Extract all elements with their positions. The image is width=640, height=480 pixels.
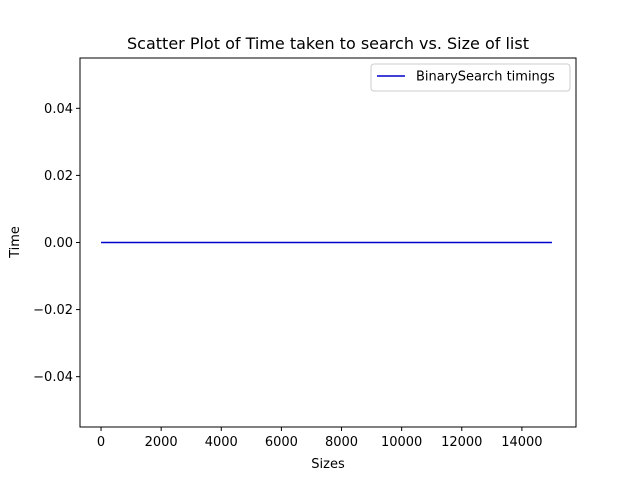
- x-tick-label: 2000: [145, 435, 178, 450]
- x-tick-label: 14000: [501, 435, 542, 450]
- y-tick-label: −0.04: [33, 370, 73, 385]
- y-axis-ticks: −0.04 −0.02 0.00 0.02 0.04: [33, 102, 80, 385]
- legend-box: [370, 63, 571, 92]
- x-axis-label: Sizes: [311, 457, 345, 472]
- legend: BinarySearch timings: [370, 63, 571, 92]
- y-tick-label: 0.02: [44, 169, 73, 184]
- x-tick-label: 12000: [441, 435, 482, 450]
- x-tick-label: 8000: [325, 435, 358, 450]
- x-tick-label: 6000: [265, 435, 298, 450]
- y-tick-label: 0.00: [44, 236, 73, 251]
- y-axis-label: Time: [8, 226, 23, 259]
- x-tick-label: 4000: [205, 435, 238, 450]
- y-tick-label: 0.04: [44, 102, 73, 117]
- x-tick-label: 0: [97, 435, 105, 450]
- y-tick-label: −0.02: [33, 303, 73, 318]
- legend-label: BinarySearch timings: [416, 70, 555, 85]
- x-axis-ticks: 0 2000 4000 6000 8000 10000 12000 14000: [97, 427, 543, 450]
- chart-title: Scatter Plot of Time taken to search vs.…: [127, 34, 529, 53]
- x-tick-label: 10000: [381, 435, 422, 450]
